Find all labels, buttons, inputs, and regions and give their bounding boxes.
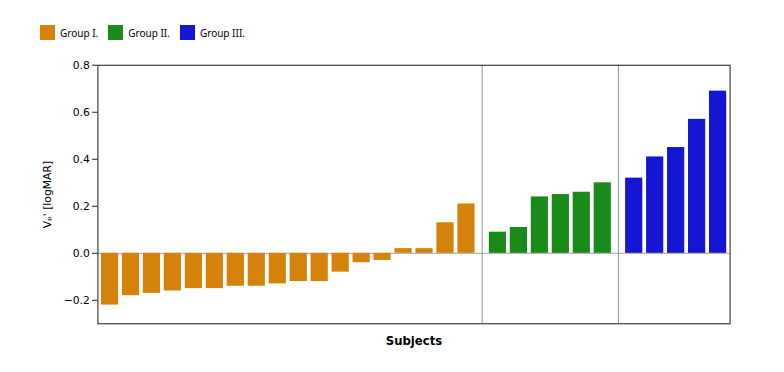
html-text:Group II.: Group II. — [128, 25, 170, 40]
svg-text:0.6: 0.6 — [73, 106, 90, 119]
svg-text:0.8: 0.8 — [73, 59, 90, 72]
svg-text:Vₚ' [logMAR]: Vₚ' [logMAR] — [41, 161, 54, 228]
html-text:Group III.: Group III. — [199, 25, 245, 40]
svg-text:Subjects: Subjects — [386, 334, 442, 348]
svg-text:0.4: 0.4 — [73, 153, 90, 166]
svg-text:0.0: 0.0 — [73, 247, 90, 260]
svg-text:0.2: 0.2 — [73, 200, 90, 213]
svg-text:−0.2: −0.2 — [64, 294, 90, 307]
html-text:Group I.: Group I. — [60, 25, 99, 40]
